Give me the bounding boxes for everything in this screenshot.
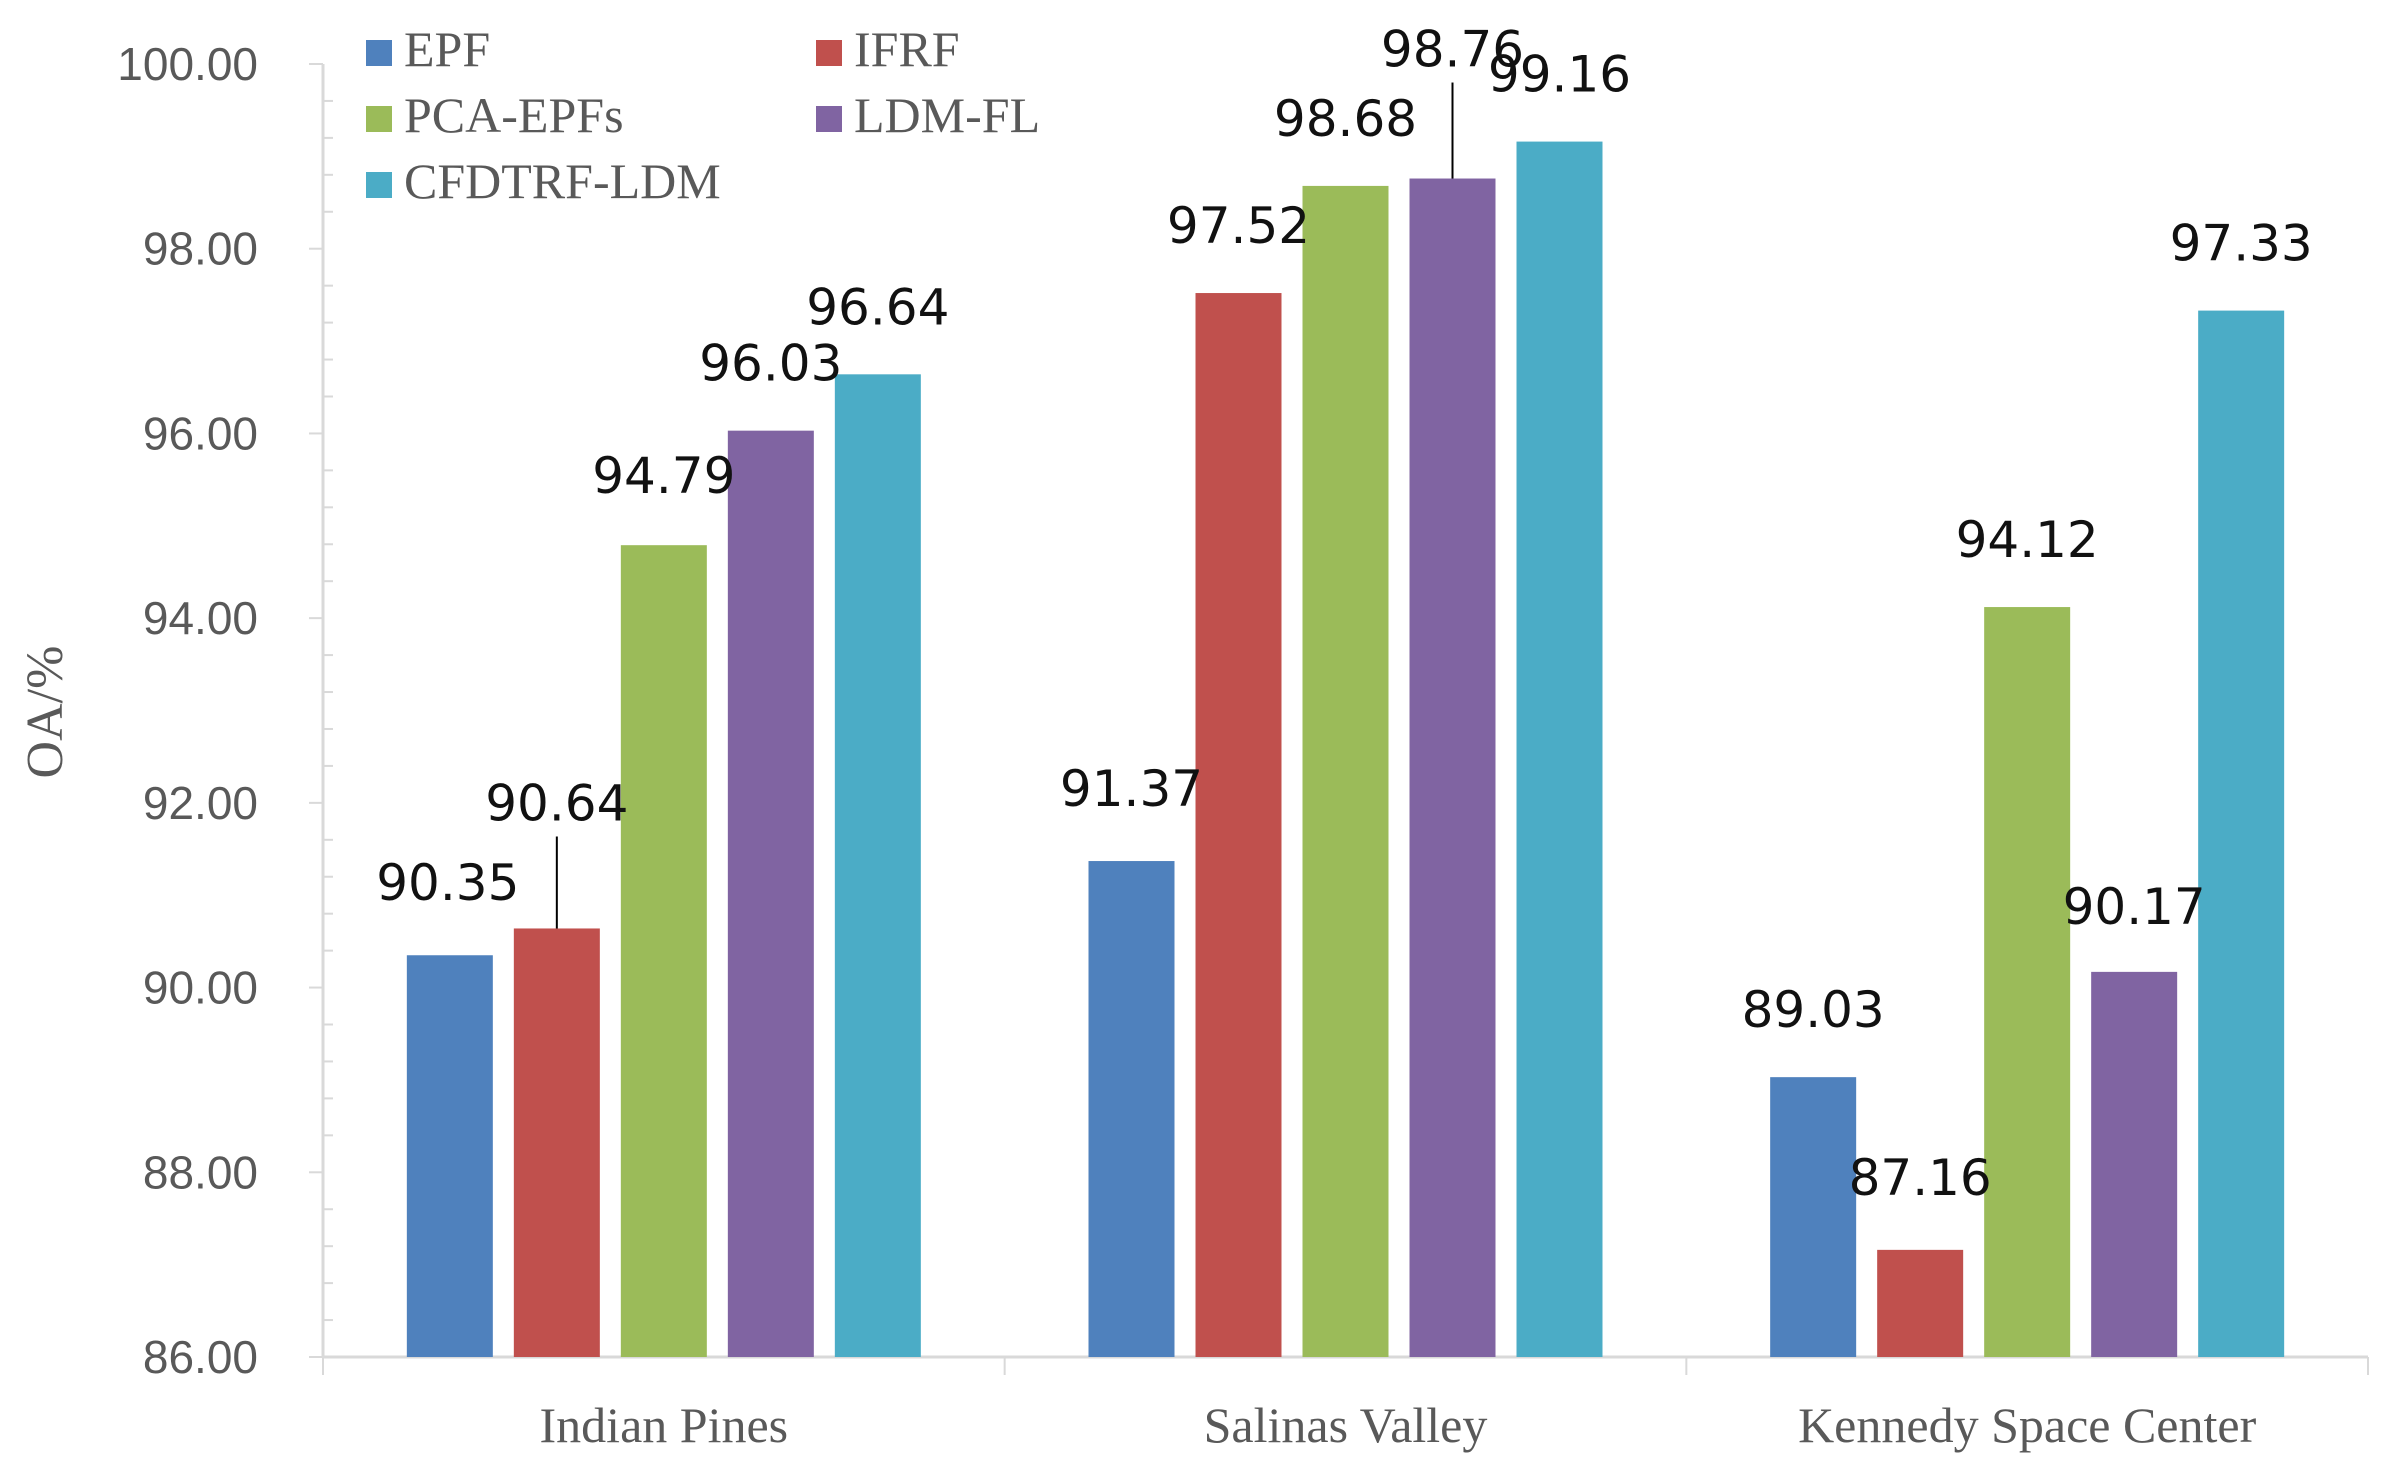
- y-tick-label: 86.00: [143, 1331, 258, 1383]
- data-label: 99.16: [1488, 46, 1631, 104]
- data-label: 90.17: [2063, 878, 2206, 936]
- data-label: 96.64: [806, 278, 949, 336]
- data-label: 98.68: [1274, 90, 1417, 148]
- data-label: 94.79: [592, 447, 735, 505]
- bar: [1302, 185, 1389, 1358]
- y-tick-label: 92.00: [143, 777, 258, 829]
- data-label: 90.35: [376, 854, 519, 912]
- bar: [1088, 861, 1175, 1357]
- x-category-label: Indian Pines: [540, 1397, 789, 1453]
- legend: EPF IFRF PCA-EPFs LDM-FL CFDTRF-LDM: [366, 21, 1040, 209]
- data-label: 96.03: [699, 335, 842, 393]
- bar: [513, 928, 600, 1357]
- y-tick-label: 100.00: [117, 38, 258, 90]
- bars-group: [406, 141, 2285, 1358]
- y-tick-label: 88.00: [143, 1146, 258, 1198]
- x-axis: Indian Pines Salinas Valley Kennedy Space …: [322, 1355, 2369, 1453]
- data-label: 98.76: [1381, 21, 1524, 79]
- legend-swatch: [366, 106, 392, 132]
- y-tick-label: 98.00: [143, 223, 258, 275]
- bar: [406, 955, 493, 1357]
- bar: [620, 545, 707, 1357]
- legend-label: CFDTRF-LDM: [404, 153, 721, 209]
- x-category-label: Kennedy Space Center: [1798, 1397, 2257, 1453]
- bar: [2091, 971, 2178, 1357]
- legend-swatch: [366, 172, 392, 198]
- y-tick-label: 96.00: [143, 407, 258, 459]
- legend-swatch: [816, 40, 842, 66]
- data-label: 91.37: [1060, 760, 1203, 818]
- y-axis: 86.00 88.00 90.00 92.00 94.00 96.00 98.00 100.0…: [117, 38, 333, 1383]
- legend-label: PCA-EPFs: [404, 87, 624, 143]
- bar: [2198, 310, 2285, 1358]
- legend-label: EPF: [404, 21, 490, 77]
- legend-label: IFRF: [854, 21, 960, 77]
- bar: [1409, 178, 1496, 1358]
- bar: [1984, 607, 2071, 1357]
- bar: [1877, 1249, 1964, 1357]
- bar: [1770, 1077, 1857, 1357]
- data-label: 97.52: [1167, 197, 1310, 255]
- bar: [727, 430, 814, 1358]
- y-tick-label: 90.00: [143, 962, 258, 1014]
- y-tick-label: 94.00: [143, 592, 258, 644]
- bar: [1516, 141, 1603, 1358]
- data-label: 87.16: [1849, 1149, 1992, 1207]
- legend-label: LDM-FL: [854, 87, 1040, 143]
- legend-swatch: [366, 40, 392, 66]
- bar: [1195, 293, 1282, 1358]
- bar: [834, 374, 921, 1357]
- x-category-label: Salinas Valley: [1204, 1397, 1488, 1453]
- y-axis-title: OA/%: [17, 646, 74, 779]
- data-label: 89.03: [1742, 981, 1885, 1039]
- data-label: 94.12: [1956, 511, 2099, 569]
- data-label: 97.33: [2170, 215, 2313, 273]
- data-label: 90.64: [485, 774, 628, 832]
- legend-swatch: [816, 106, 842, 132]
